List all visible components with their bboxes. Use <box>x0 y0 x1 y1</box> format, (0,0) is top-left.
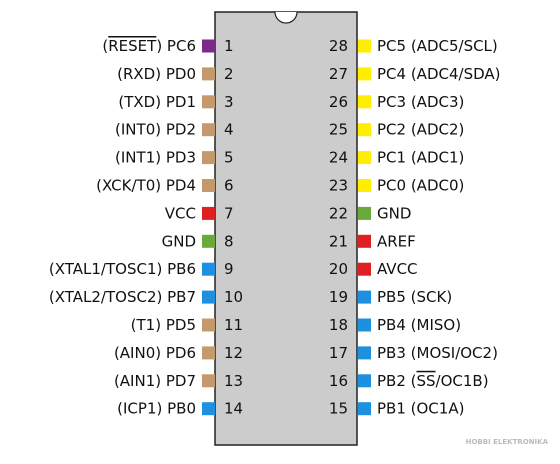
pin-number: 12 <box>224 344 243 362</box>
pin-label: PC4 (ADC4/SDA) <box>377 65 501 83</box>
pin-number: 28 <box>329 37 348 55</box>
pin-label: PC0 (ADC0) <box>377 177 464 195</box>
chip-notch <box>274 11 298 24</box>
pin-marker <box>202 318 215 332</box>
pin-label: (AIN1) PD7 <box>114 372 196 390</box>
pin-marker <box>358 206 371 220</box>
pin-label: PC2 (ADC2) <box>377 121 464 139</box>
pin-marker <box>358 234 371 248</box>
pin-marker <box>358 262 371 276</box>
pin-number: 11 <box>224 316 243 334</box>
pin-marker <box>202 402 215 416</box>
pin-label: AREF <box>377 232 416 250</box>
pin-number: 27 <box>329 65 348 83</box>
watermark: HOBBI ELEKTRONIKA <box>466 438 549 446</box>
pin-label: (ICP1) PB0 <box>117 400 196 418</box>
pin-number: 24 <box>329 149 348 167</box>
pin-number: 21 <box>329 232 348 250</box>
pin-marker <box>202 290 215 304</box>
pin-number: 26 <box>329 93 348 111</box>
pin-label: PB1 (OC1A) <box>377 400 464 418</box>
pin-label: AVCC <box>377 260 418 278</box>
pin-marker <box>358 346 371 360</box>
pin-label: (XTAL2/TOSC2) PB7 <box>49 288 196 306</box>
pin-label: PB5 (SCK) <box>377 288 452 306</box>
pin-label: (INT0) PD2 <box>115 121 196 139</box>
pin-marker <box>202 123 215 137</box>
pin-number: 14 <box>224 400 243 418</box>
pin-label: PC5 (ADC5/SCL) <box>377 37 498 55</box>
pin-label: (RESET) PC6 <box>102 37 196 55</box>
pin-number: 15 <box>329 400 348 418</box>
pin-label: PC1 (ADC1) <box>377 149 464 167</box>
pin-label: (TXD) PD1 <box>118 93 196 111</box>
pin-marker <box>202 67 215 81</box>
pin-number: 16 <box>329 372 348 390</box>
pin-number: 25 <box>329 121 348 139</box>
pin-number: 13 <box>224 372 243 390</box>
pin-label: (XTAL1/TOSC1) PB6 <box>49 260 196 278</box>
pin-number: 19 <box>329 288 348 306</box>
pin-number: 2 <box>224 65 234 83</box>
pin-label: (RXD) PD0 <box>117 65 196 83</box>
pin-number: 6 <box>224 177 234 195</box>
pin-number: 22 <box>329 204 348 222</box>
pin-label: GND <box>162 232 196 250</box>
pin-marker <box>358 151 371 165</box>
pin-label: PB4 (MISO) <box>377 316 461 334</box>
pin-number: 18 <box>329 316 348 334</box>
pin-marker <box>202 374 215 388</box>
pin-marker <box>202 95 215 109</box>
pin-marker <box>358 318 371 332</box>
pin-label: PB2 (SS/OC1B) <box>377 372 489 390</box>
pin-number: 1 <box>224 37 234 55</box>
pin-number: 10 <box>224 288 243 306</box>
pin-marker <box>202 234 215 248</box>
pin-number: 5 <box>224 149 234 167</box>
pin-number: 23 <box>329 177 348 195</box>
pin-marker <box>358 123 371 137</box>
pin-marker <box>202 206 215 220</box>
pin-number: 4 <box>224 121 234 139</box>
pin-label: (INT1) PD3 <box>115 149 196 167</box>
pin-number: 8 <box>224 232 234 250</box>
pin-marker <box>358 67 371 81</box>
pin-label: (T1) PD5 <box>131 316 196 334</box>
pin-marker <box>202 151 215 165</box>
pin-marker <box>202 179 215 192</box>
pin-marker <box>358 39 371 53</box>
pin-marker <box>358 95 371 109</box>
pin-label: GND <box>377 204 411 222</box>
pin-number: 7 <box>224 204 234 222</box>
pin-marker <box>202 346 215 360</box>
pin-marker <box>358 374 371 388</box>
pin-number: 20 <box>329 260 348 278</box>
pin-marker <box>358 402 371 416</box>
pin-label: VCC <box>165 204 196 222</box>
pin-label: (AIN0) PD6 <box>114 344 196 362</box>
pin-label: PB3 (MOSI/OC2) <box>377 344 498 362</box>
pin-marker <box>202 39 215 53</box>
pin-number: 9 <box>224 260 234 278</box>
pin-marker <box>358 290 371 304</box>
chip-body <box>214 11 358 446</box>
pin-marker <box>202 262 215 276</box>
pin-label: (XCK/T0) PD4 <box>96 177 196 195</box>
pin-marker <box>358 179 371 192</box>
pin-number: 3 <box>224 93 234 111</box>
pin-number: 17 <box>329 344 348 362</box>
pin-label: PC3 (ADC3) <box>377 93 464 111</box>
